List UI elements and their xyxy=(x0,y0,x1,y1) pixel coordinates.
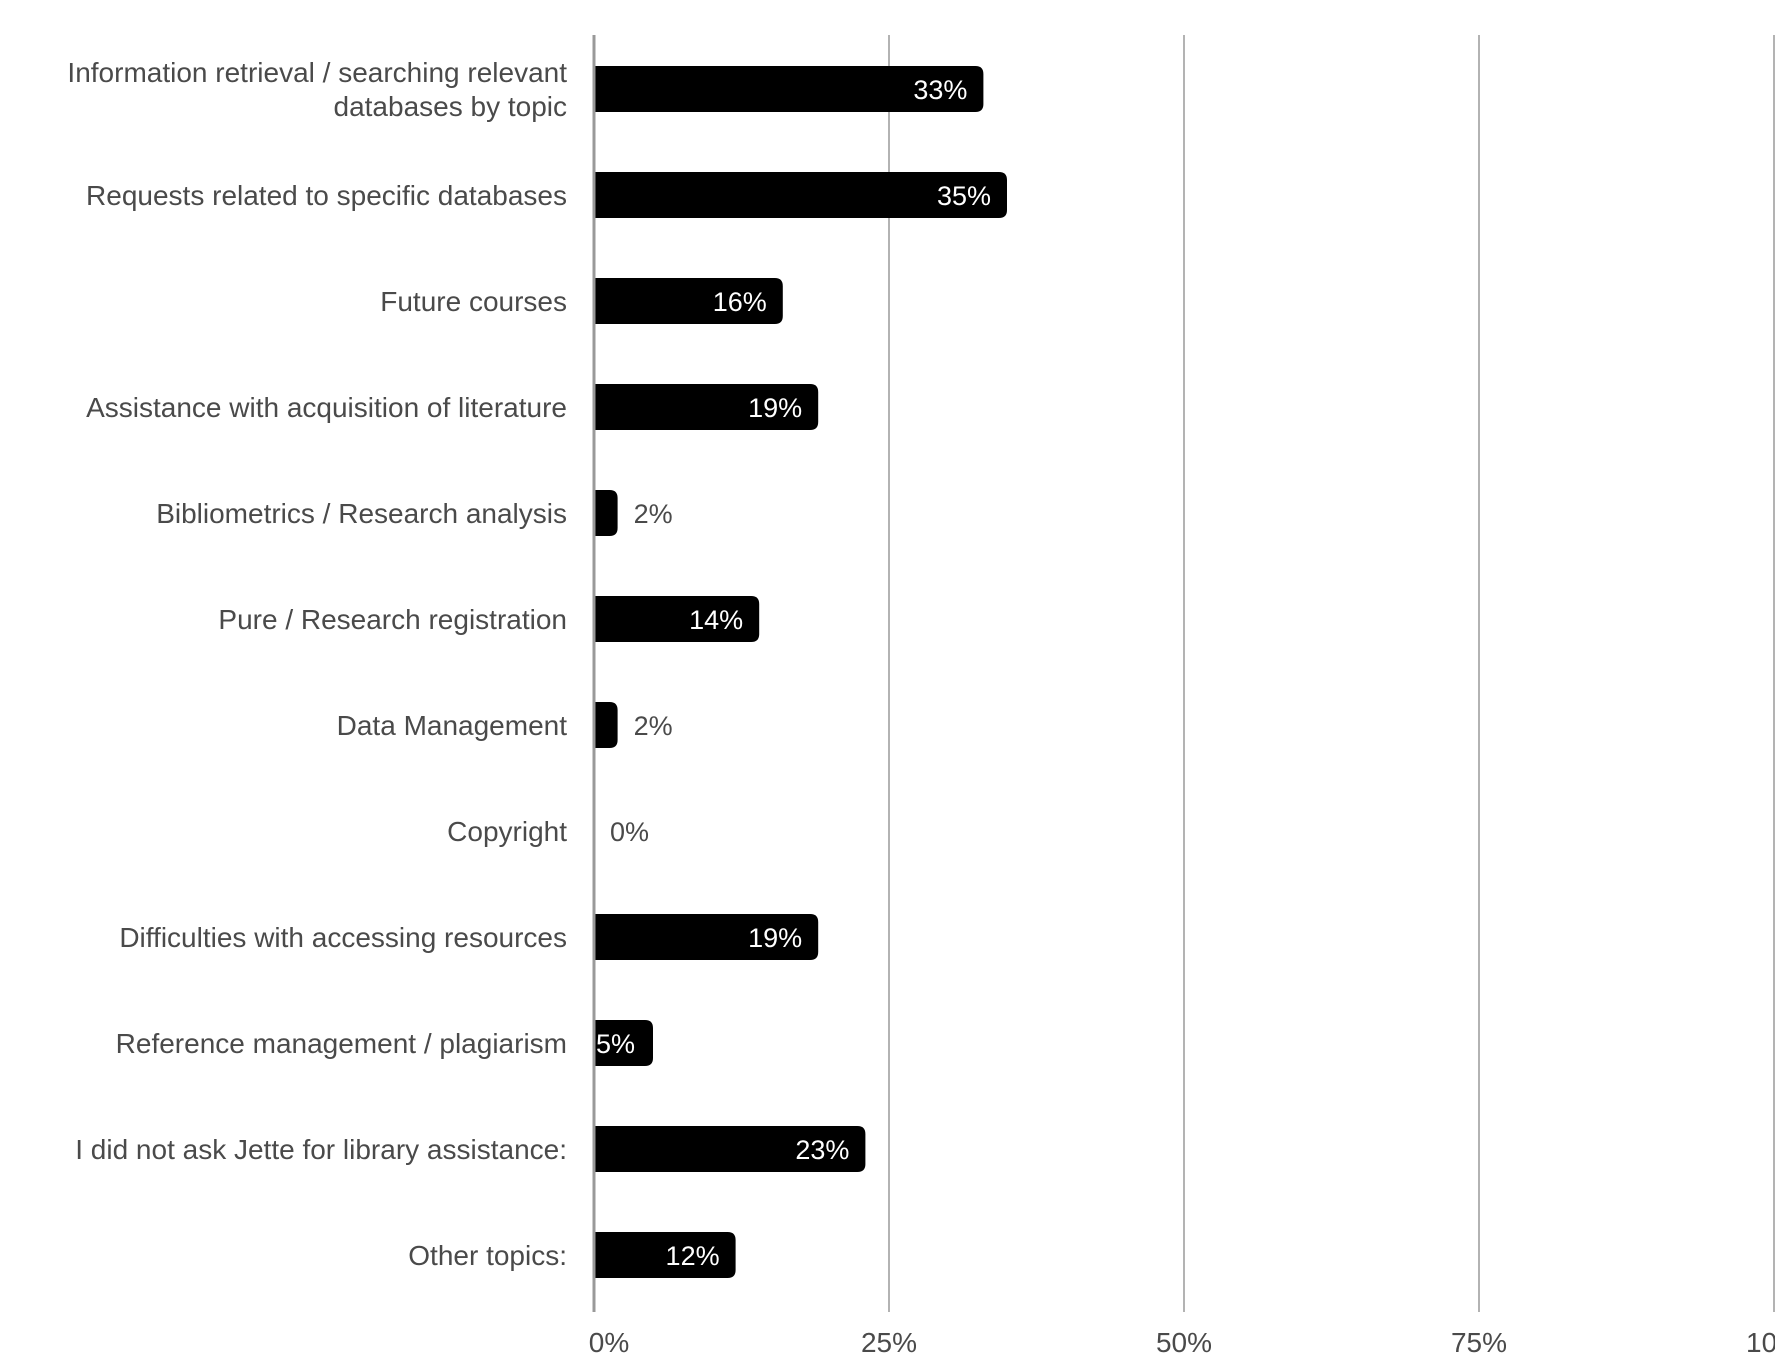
value-label: 5% xyxy=(596,1029,635,1059)
value-label: 33% xyxy=(913,75,967,105)
category-label-line: Reference management / plagiarism xyxy=(116,1028,567,1059)
x-tick-label: 0% xyxy=(589,1327,629,1355)
category-label-line: Copyright xyxy=(447,816,567,847)
category-label: Pure / Research registration xyxy=(218,604,567,635)
category-label-line: Assistance with acquisition of literatur… xyxy=(86,392,567,423)
value-labels: 33% 35% 16% 19% 2% 14% 2% 0% 19% 5% 23% 12% xyxy=(596,75,991,1271)
value-label: 19% xyxy=(748,923,802,953)
category-label-line: Pure / Research registration xyxy=(218,604,567,635)
category-label: Future courses xyxy=(380,286,567,317)
x-tick-label: 75% xyxy=(1451,1327,1507,1355)
category-label: Bibliometrics / Research analysis xyxy=(156,498,567,529)
category-label-line: I did not ask Jette for library assistan… xyxy=(75,1134,567,1165)
category-label-line: Difficulties with accessing resources xyxy=(119,922,567,953)
category-label: Other topics: xyxy=(408,1240,567,1271)
value-label: 0% xyxy=(610,817,649,847)
bar xyxy=(594,1126,866,1172)
category-label-line: Bibliometrics / Research analysis xyxy=(156,498,567,529)
category-label-line: Information retrieval / searching releva… xyxy=(67,57,567,88)
value-label: 16% xyxy=(713,287,767,317)
bar xyxy=(594,596,760,642)
category-label: Requests related to specific databases xyxy=(86,180,567,211)
category-label: Information retrieval / searching releva… xyxy=(67,57,567,122)
value-label: 23% xyxy=(795,1135,849,1165)
category-label: Assistance with acquisition of literatur… xyxy=(86,392,567,423)
category-label: Difficulties with accessing resources xyxy=(119,922,567,953)
category-label-line: Future courses xyxy=(380,286,567,317)
category-label-line: Requests related to specific databases xyxy=(86,180,567,211)
gridlines xyxy=(888,35,1775,1312)
category-label: Data Management xyxy=(337,710,568,741)
value-label: 35% xyxy=(937,181,991,211)
bar xyxy=(594,914,819,960)
value-label: 19% xyxy=(748,393,802,423)
value-label: 14% xyxy=(689,605,743,635)
bar xyxy=(594,66,984,112)
bar xyxy=(594,1232,736,1278)
category-label-line: Data Management xyxy=(337,710,568,741)
category-labels: Information retrieval / searching releva… xyxy=(67,57,567,1271)
bar xyxy=(594,702,618,748)
bar xyxy=(594,1020,653,1066)
category-label: I did not ask Jette for library assistan… xyxy=(75,1134,567,1165)
bar xyxy=(594,172,1007,218)
category-label-line: databases by topic xyxy=(334,91,568,122)
value-label: 12% xyxy=(666,1241,720,1271)
category-label-line: Other topics: xyxy=(408,1240,567,1271)
x-tick-label: 25% xyxy=(861,1327,917,1355)
value-label: 2% xyxy=(634,499,673,529)
bars xyxy=(594,66,1007,1278)
x-tick-labels: 0% 25% 50% 75% 100% xyxy=(589,1327,1775,1355)
category-label: Reference management / plagiarism xyxy=(116,1028,567,1059)
category-label: Copyright xyxy=(447,816,567,847)
bar xyxy=(594,278,783,324)
x-tick-label: 50% xyxy=(1156,1327,1212,1355)
x-tick-label: 100% xyxy=(1746,1327,1775,1355)
value-label: 2% xyxy=(634,711,673,741)
bar xyxy=(594,384,819,430)
bar xyxy=(594,490,618,536)
